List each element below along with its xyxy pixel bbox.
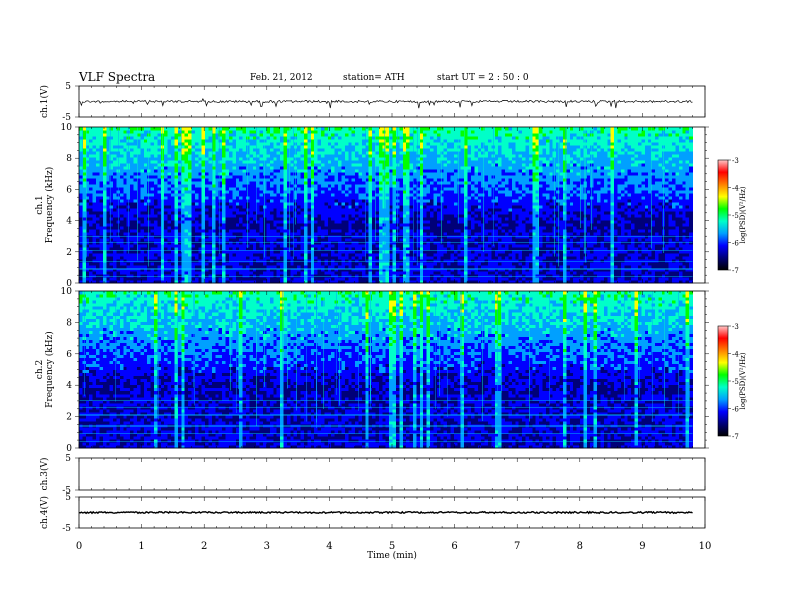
panel-1 — [75, 85, 706, 118]
x-tick-label: 6 — [451, 541, 457, 552]
colorbar-tick-label: -6 — [732, 406, 739, 414]
y-tick-label: 2 — [66, 413, 72, 423]
colorbar-label: log(PSD)(V²/Hz) — [739, 352, 747, 409]
panel-frame — [78, 457, 706, 491]
y-tick-label: 2 — [66, 248, 72, 258]
y-axis-label: ch.2 — [35, 360, 45, 379]
y-tick-label: 8 — [66, 154, 72, 164]
y-tick-label: 10 — [61, 287, 73, 297]
y-tick-label: 0 — [66, 279, 72, 289]
y-tick-label: 5 — [65, 493, 71, 503]
y-tick-label: 5 — [65, 454, 71, 464]
x-tick-label: 10 — [699, 541, 712, 552]
x-tick-label: 0 — [76, 541, 82, 552]
y-tick-label: 8 — [66, 318, 72, 328]
y-axis-label: ch.4(V) — [39, 496, 50, 529]
colorbar-tick-label: -4 — [732, 185, 739, 193]
x-tick-label: 3 — [264, 541, 270, 552]
y-axis-label: ch.3(V) — [39, 458, 50, 491]
page-title: VLF Spectra — [79, 70, 156, 84]
colorbar — [717, 325, 729, 437]
colorbar — [717, 159, 729, 271]
x-tick-label: 1 — [138, 541, 144, 552]
panel-5 — [75, 496, 706, 529]
y-tick-label: -5 — [62, 524, 71, 534]
waveform-trace-1 — [78, 97, 693, 109]
y-tick-label: 10 — [61, 123, 73, 133]
y-axis-label: Frequency (kHz) — [44, 167, 55, 244]
y-tick-label: 4 — [66, 381, 72, 391]
y-axis-label: Frequency (kHz) — [44, 331, 55, 408]
y-tick-label: -5 — [62, 113, 71, 123]
y-axis-label: ch.1 — [35, 195, 45, 214]
y-tick-label: -5 — [62, 486, 71, 496]
colorbar-tick-label: -3 — [732, 157, 739, 165]
y-tick-label: 6 — [66, 185, 72, 195]
panel-3 — [75, 290, 731, 449]
colorbar-tick-label: -5 — [732, 212, 739, 220]
x-axis-label: Time (min) — [367, 550, 417, 561]
y-axis-label: ch.1(V) — [39, 85, 50, 118]
x-tick-label: 8 — [577, 541, 583, 552]
y-tick-label: 6 — [66, 350, 72, 360]
colorbar-label: log(PSD)(V²/Hz) — [739, 186, 747, 243]
spectrogram-2 — [79, 291, 694, 449]
waveform-trace-5 — [78, 510, 693, 515]
spectrogram-1 — [79, 127, 694, 284]
panel-4 — [75, 457, 706, 491]
x-tick-label: 5 — [389, 541, 395, 552]
colorbar-tick-label: -5 — [732, 378, 739, 386]
x-tick-label: 4 — [326, 541, 332, 552]
x-tick-label: 7 — [514, 541, 520, 552]
colorbar-tick-label: -6 — [732, 240, 739, 248]
start-time-label: start UT = 2 : 50 : 0 — [437, 73, 529, 83]
y-tick-label: 0 — [66, 444, 72, 454]
x-tick-label: 2 — [201, 541, 207, 552]
colorbar-tick-label: -7 — [732, 433, 739, 441]
panel-2 — [75, 126, 731, 284]
station-label: station= ATH — [343, 73, 405, 83]
y-tick-label: 5 — [65, 82, 71, 92]
colorbar-tick-label: -7 — [732, 267, 739, 275]
x-tick-label: 9 — [639, 541, 645, 552]
date-label: Feb. 21, 2012 — [250, 73, 313, 83]
colorbar-tick-label: -4 — [732, 351, 739, 359]
colorbar-tick-label: -3 — [732, 323, 739, 331]
y-tick-label: 4 — [66, 217, 72, 227]
